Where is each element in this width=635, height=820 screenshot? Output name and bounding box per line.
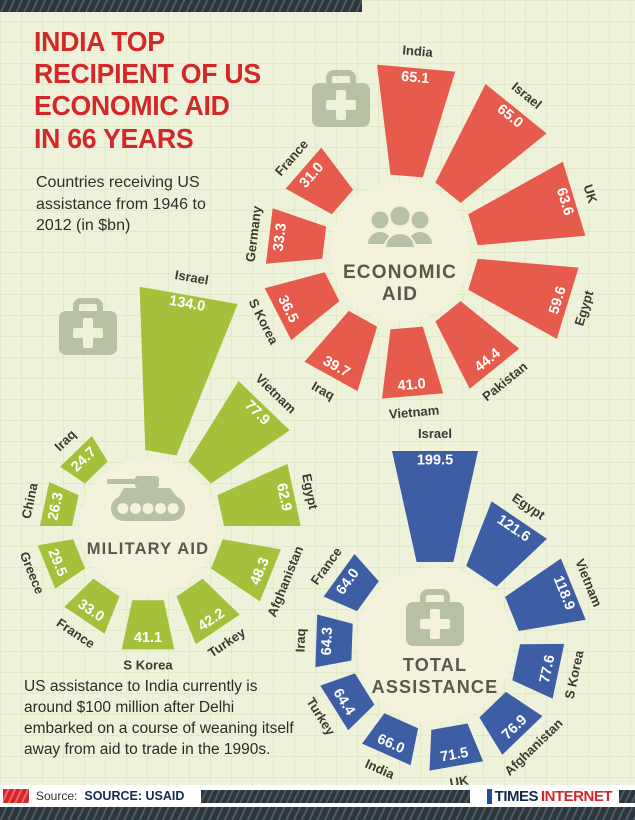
wedge-country: India <box>363 756 398 782</box>
wedge-country: S Korea <box>123 658 173 673</box>
wedge-value: 63.6 <box>553 186 577 218</box>
wedge-country: UK <box>580 183 600 206</box>
aid-wedge <box>392 451 478 562</box>
aid-wedge <box>323 554 379 612</box>
footer-end-stripe-decoration <box>619 789 635 803</box>
aid-wedge <box>139 286 238 456</box>
source-prefix: Source: <box>36 789 78 803</box>
title-line-4: IN 66 YEARS <box>34 122 194 154</box>
wedge-country: Iraq <box>309 378 337 403</box>
aid-wedge <box>435 84 547 203</box>
wedge-country: Iraq <box>292 628 308 652</box>
aid-wedge <box>285 147 354 215</box>
wedge-value: 26.3 <box>45 491 67 522</box>
wedge-country: India <box>402 42 434 60</box>
wedge-country: S Korea <box>562 648 587 700</box>
chart-title: TOTAL <box>403 655 467 675</box>
chart-center-circle <box>80 458 216 594</box>
brand-bar-icon <box>486 788 492 804</box>
wedge-value: 199.5 <box>417 452 453 468</box>
page-title: INDIA TOP RECIPIENT OF US ECONOMIC AID I… <box>34 26 261 155</box>
wedge-country: Israel <box>509 79 545 112</box>
aid-wedge <box>304 310 378 392</box>
footer-bar: Source: SOURCE: USAID TIMES INTERNET <box>0 785 635 807</box>
chart-title: AID <box>382 284 418 305</box>
aid-wedge <box>466 501 547 587</box>
bottom-stripe-decoration <box>0 807 635 820</box>
people-icon <box>368 204 432 249</box>
aid-wedge <box>211 539 281 602</box>
wedge-country: Iraq <box>51 427 79 454</box>
aid-wedge <box>362 713 419 766</box>
aid-wedge <box>315 614 353 668</box>
footer-stripe-decoration <box>201 789 470 803</box>
medkit-icon <box>406 589 464 646</box>
wedge-country: Israel <box>174 267 210 288</box>
wedge-value: 134.0 <box>168 293 207 315</box>
title-line-3: ECONOMIC AID <box>34 90 230 122</box>
aid-wedge <box>505 558 586 631</box>
wedge-value: 41.1 <box>134 630 162 646</box>
brand-logo: TIMES INTERNET <box>486 787 613 805</box>
wedge-country: Egypt <box>299 472 321 511</box>
aid-wedge <box>512 643 565 699</box>
aid-wedge <box>377 64 456 178</box>
brand-name-second: INTERNET <box>541 787 613 805</box>
footnote-text: US assistance to India currently is arou… <box>24 678 294 759</box>
aid-wedge <box>479 691 543 755</box>
wedge-value: 71.5 <box>439 745 470 766</box>
wedge-value: 65.1 <box>400 69 430 87</box>
aid-wedge <box>188 381 290 484</box>
aid-wedge <box>429 723 484 771</box>
wedge-country: Israel <box>418 426 452 441</box>
wedge-value: 62.9 <box>273 482 295 513</box>
medkit-icon <box>312 70 370 127</box>
wedge-value: 77.6 <box>537 654 559 685</box>
wedge-value: 59.6 <box>546 284 570 316</box>
top-stripe-decoration <box>0 0 362 12</box>
aid-wedge <box>60 436 108 484</box>
source-text: SOURCE: USAID <box>84 789 185 803</box>
wedge-country: Germany <box>243 204 265 263</box>
medkit-icon <box>59 298 117 355</box>
chart-title: ASSISTANCE <box>372 677 499 697</box>
aid-wedge <box>468 258 579 339</box>
title-line-1: INDIA TOP <box>34 26 165 57</box>
aid-wedge <box>37 539 85 589</box>
wedge-country: Egypt <box>571 288 596 328</box>
chart-title: MILITARY AID <box>87 540 210 558</box>
aid-wedge <box>217 463 301 526</box>
aid-wedge <box>176 578 240 645</box>
aid-wedge <box>39 482 79 526</box>
chart-center-circle <box>330 182 470 322</box>
red-stripe-decoration <box>3 789 29 803</box>
aid-wedge <box>121 600 175 650</box>
aid-wedge <box>382 326 444 399</box>
tank-icon <box>107 476 185 521</box>
aid-wedge <box>468 161 586 246</box>
subtitle: Countries receiving US assistance from 1… <box>36 174 206 235</box>
chart-title: ECONOMIC <box>343 262 457 283</box>
aid-wedge <box>435 301 520 389</box>
wedge-value: 41.0 <box>397 376 427 394</box>
aid-wedge <box>64 578 120 634</box>
wedge-value: 64.3 <box>319 627 336 656</box>
aid-wedge <box>264 272 340 341</box>
brand-name-first: TIMES <box>494 787 539 805</box>
wedge-country: Vietnam <box>388 402 439 421</box>
title-line-2: RECIPIENT OF US <box>34 58 261 90</box>
aid-wedge <box>320 673 375 731</box>
aid-wedge <box>265 208 327 264</box>
wedge-value: 33.3 <box>271 222 290 252</box>
wedge-country: China <box>19 481 41 520</box>
